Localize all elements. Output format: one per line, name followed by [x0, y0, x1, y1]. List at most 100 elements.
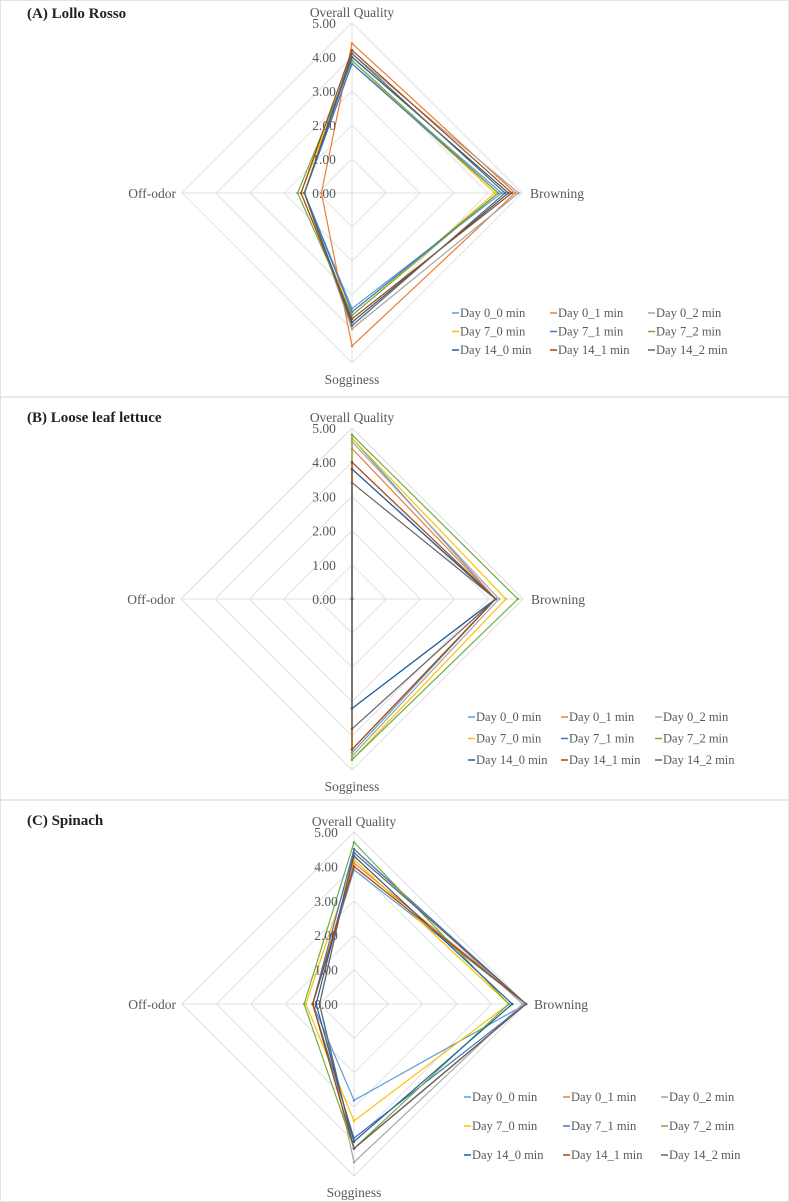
data-point: [302, 1002, 306, 1006]
legend-item: Day 7_0 min: [464, 1119, 538, 1133]
legend-label: Day 14_1 min: [558, 343, 630, 357]
data-point: [494, 597, 497, 601]
legend-label: Day 14_1 min: [569, 753, 641, 767]
tick-label: 0.00: [314, 997, 338, 1012]
data-point: [500, 191, 503, 195]
axis-label: Overall Quality: [310, 410, 395, 425]
legend-item: Day 14_2 min: [648, 343, 728, 357]
legend-item: Day 14_1 min: [563, 1148, 643, 1162]
tick-label: 3.00: [312, 489, 336, 504]
data-point: [352, 847, 356, 851]
legend-label: Day 7_1 min: [571, 1119, 637, 1133]
tick-label: 1.00: [314, 963, 338, 978]
data-point: [350, 433, 354, 437]
legend-item: Day 7_0 min: [452, 325, 526, 339]
series-line-day-7-1-min: [351, 467, 497, 710]
data-point: [350, 758, 354, 762]
tick-label: 3.00: [312, 84, 336, 99]
data-point: [352, 1099, 356, 1102]
legend-label: Day 7_1 min: [558, 325, 624, 339]
data-point: [504, 597, 508, 601]
series-line-day-0-0-min: [312, 868, 528, 1102]
legend-label: Day 7_1 min: [569, 732, 635, 746]
data-point: [350, 327, 354, 331]
tick-label: 4.00: [312, 50, 336, 65]
data-point: [510, 1002, 514, 1006]
data-point: [350, 597, 354, 601]
data-point: [314, 1002, 318, 1006]
data-point: [493, 191, 497, 195]
legend-label: Day 14_2 min: [656, 343, 728, 357]
legend-label: Day 14_0 min: [476, 753, 548, 767]
tick-label: 1.00: [312, 558, 336, 573]
legend-item: Day 0_1 min: [550, 306, 624, 320]
data-point: [352, 851, 356, 854]
axis-label: Sogginess: [327, 1185, 382, 1200]
legend-label: Day 7_2 min: [663, 732, 729, 746]
panel-title: (C) Spinach: [27, 813, 104, 829]
axis-label: Overall Quality: [312, 814, 397, 829]
axis-label: Overall Quality: [310, 5, 395, 20]
legend: Day 0_0 min Day 0_1 min Day 0_2 min Day 7_0…: [468, 710, 735, 767]
data-point: [513, 191, 517, 195]
legend-item: Day 0_1 min: [561, 710, 635, 724]
data-point: [352, 1160, 356, 1164]
legend-item: Day 14_2 min: [661, 1148, 741, 1162]
data-point: [352, 1147, 356, 1150]
legend-label: Day 0_2 min: [663, 710, 729, 724]
data-point: [352, 841, 356, 844]
panel-title: (B) Loose leaf lettuce: [27, 410, 162, 426]
legend-item: Day 7_2 min: [655, 732, 729, 746]
axis-label: Browning: [531, 592, 585, 607]
legend-item: Day 7_0 min: [468, 732, 542, 746]
data-point: [350, 48, 354, 52]
tick-label: 2.00: [314, 928, 338, 943]
axis-label: Off-odor: [128, 997, 176, 1012]
tick-label: 2.00: [312, 118, 336, 133]
legend: Day 0_0 min Day 0_1 min Day 0_2 min Day 7_0…: [452, 306, 728, 357]
data-point: [517, 191, 520, 195]
legend-label: Day 7_0 min: [476, 732, 542, 746]
legend-label: Day 7_0 min: [472, 1119, 538, 1133]
tick-label: 4.00: [312, 455, 336, 470]
legend-label: Day 0_2 min: [669, 1090, 735, 1104]
legend-item: Day 0_2 min: [655, 710, 729, 724]
data-point: [303, 191, 306, 195]
legend-label: Day 0_0 min: [460, 306, 526, 320]
legend-item: Day 0_1 min: [563, 1090, 637, 1104]
data-point: [350, 42, 354, 45]
axis-label: Browning: [534, 997, 588, 1012]
legend-label: Day 0_1 min: [569, 710, 635, 724]
data-point: [507, 191, 510, 195]
data-point: [350, 344, 354, 348]
legend-label: Day 14_2 min: [663, 753, 735, 767]
legend-label: Day 7_0 min: [460, 325, 526, 339]
legend-label: Day 0_1 min: [571, 1090, 637, 1104]
legend-label: Day 14_2 min: [669, 1148, 741, 1162]
legend-label: Day 14_0 min: [460, 343, 532, 357]
axis-label: Sogginess: [325, 779, 380, 794]
legend-label: Day 0_1 min: [558, 306, 624, 320]
data-point: [350, 317, 354, 321]
legend-item: Day 14_2 min: [655, 753, 735, 767]
data-point: [507, 1002, 511, 1006]
data-point: [516, 597, 520, 601]
legend-item: Day 0_0 min: [464, 1090, 538, 1104]
legend-label: Day 7_2 min: [669, 1119, 735, 1133]
data-point: [350, 481, 354, 485]
tick-label: 4.00: [314, 859, 338, 874]
tick-label: 2.00: [312, 524, 336, 539]
data-point: [350, 727, 354, 731]
axis-label: Off-odor: [128, 186, 176, 201]
series-line-day-0-0-min: [351, 436, 497, 755]
legend-item: Day 14_1 min: [561, 753, 641, 767]
legend-item: Day 0_2 min: [648, 306, 722, 320]
tick-label: 1.00: [312, 152, 336, 167]
data-point: [350, 748, 354, 751]
data-point: [320, 191, 323, 195]
legend-label: Day 14_1 min: [571, 1148, 643, 1162]
